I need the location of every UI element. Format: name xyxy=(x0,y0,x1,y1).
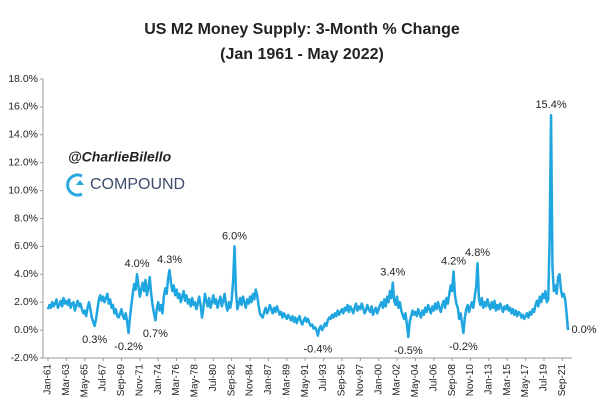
x-tick-label: May-04 xyxy=(410,364,421,398)
x-tick-label: Nov-10 xyxy=(465,364,476,397)
x-tick-label: Jan-87 xyxy=(263,364,274,395)
x-tick-label: Jul-19 xyxy=(539,364,550,392)
y-tick-label: 12.0% xyxy=(8,156,38,168)
x-tick-label: Sep-08 xyxy=(447,364,458,397)
x-tick-label: Sep-95 xyxy=(337,364,348,397)
x-tick-label: May-65 xyxy=(79,364,90,398)
data-label: -0.2% xyxy=(449,341,478,353)
x-tick-label: Mar-15 xyxy=(502,364,513,396)
x-tick-label: Sep-69 xyxy=(116,364,127,397)
data-label: 4.3% xyxy=(157,254,182,266)
x-tick-label: Jul-06 xyxy=(428,364,439,392)
y-tick-label: 4.0% xyxy=(14,268,38,280)
x-tick-label: Jan-13 xyxy=(484,364,495,395)
x-tick-label: Mar-02 xyxy=(392,364,403,396)
data-label: 0.3% xyxy=(82,334,107,346)
x-tick-label: Jan-61 xyxy=(43,364,54,395)
x-tick-label: Mar-89 xyxy=(281,364,292,396)
x-tick-label: Nov-84 xyxy=(245,364,256,397)
brand-icon xyxy=(66,173,83,197)
x-tick-label: Jul-80 xyxy=(208,364,219,392)
y-tick-label: 0.0% xyxy=(14,324,38,336)
chart-title: US M2 Money Supply: 3-Month % Change xyxy=(144,21,460,38)
brand-icon-mark xyxy=(76,180,84,185)
data-label: 4.0% xyxy=(124,258,149,270)
x-tick-label: Sep-82 xyxy=(226,364,237,397)
line-series xyxy=(46,114,570,339)
x-tick-label: Jul-67 xyxy=(98,364,109,392)
x-tick-label: Jan-00 xyxy=(373,364,384,395)
y-tick-label: 6.0% xyxy=(14,240,38,252)
data-label: 4.2% xyxy=(441,255,466,267)
x-tick-label: May-78 xyxy=(190,364,201,398)
chart-subtitle: (Jan 1961 - May 2022) xyxy=(220,46,384,63)
data-label: 15.4% xyxy=(535,99,566,111)
brand-logo xyxy=(66,173,84,197)
data-label: 0.7% xyxy=(143,328,168,340)
y-tick-label: 8.0% xyxy=(14,212,38,224)
data-label: 3.4% xyxy=(380,267,405,279)
data-label: -0.5% xyxy=(394,345,423,357)
y-tick-label: 2.0% xyxy=(14,296,38,308)
x-tick-label: Jul-93 xyxy=(318,364,329,392)
y-tick-label: 18.0% xyxy=(8,73,38,85)
data-label: 6.0% xyxy=(222,230,247,242)
data-label: -0.4% xyxy=(304,344,333,356)
brand-name: COMPOUND xyxy=(90,176,185,193)
x-tick-label: Sep-21 xyxy=(557,364,568,397)
x-tick-label: May-17 xyxy=(520,364,531,398)
x-tick-label: Mar-76 xyxy=(171,364,182,396)
data-label: -0.2% xyxy=(114,341,143,353)
y-tick-label: 14.0% xyxy=(8,129,38,141)
x-tick-label: Mar-63 xyxy=(61,364,72,396)
watermark: @CharlieBilello xyxy=(68,149,172,165)
x-tick-label: May-91 xyxy=(300,364,311,398)
data-label: 4.8% xyxy=(465,247,490,259)
x-tick-label: Nov-71 xyxy=(134,364,145,397)
y-tick-label: 10.0% xyxy=(8,184,38,196)
x-tick-label: Jan-74 xyxy=(153,364,164,395)
x-tick-label: Nov-97 xyxy=(355,364,366,397)
y-tick-label: -2.0% xyxy=(11,352,38,364)
data-label: 0.0% xyxy=(571,324,596,336)
y-tick-label: 16.0% xyxy=(8,101,38,113)
